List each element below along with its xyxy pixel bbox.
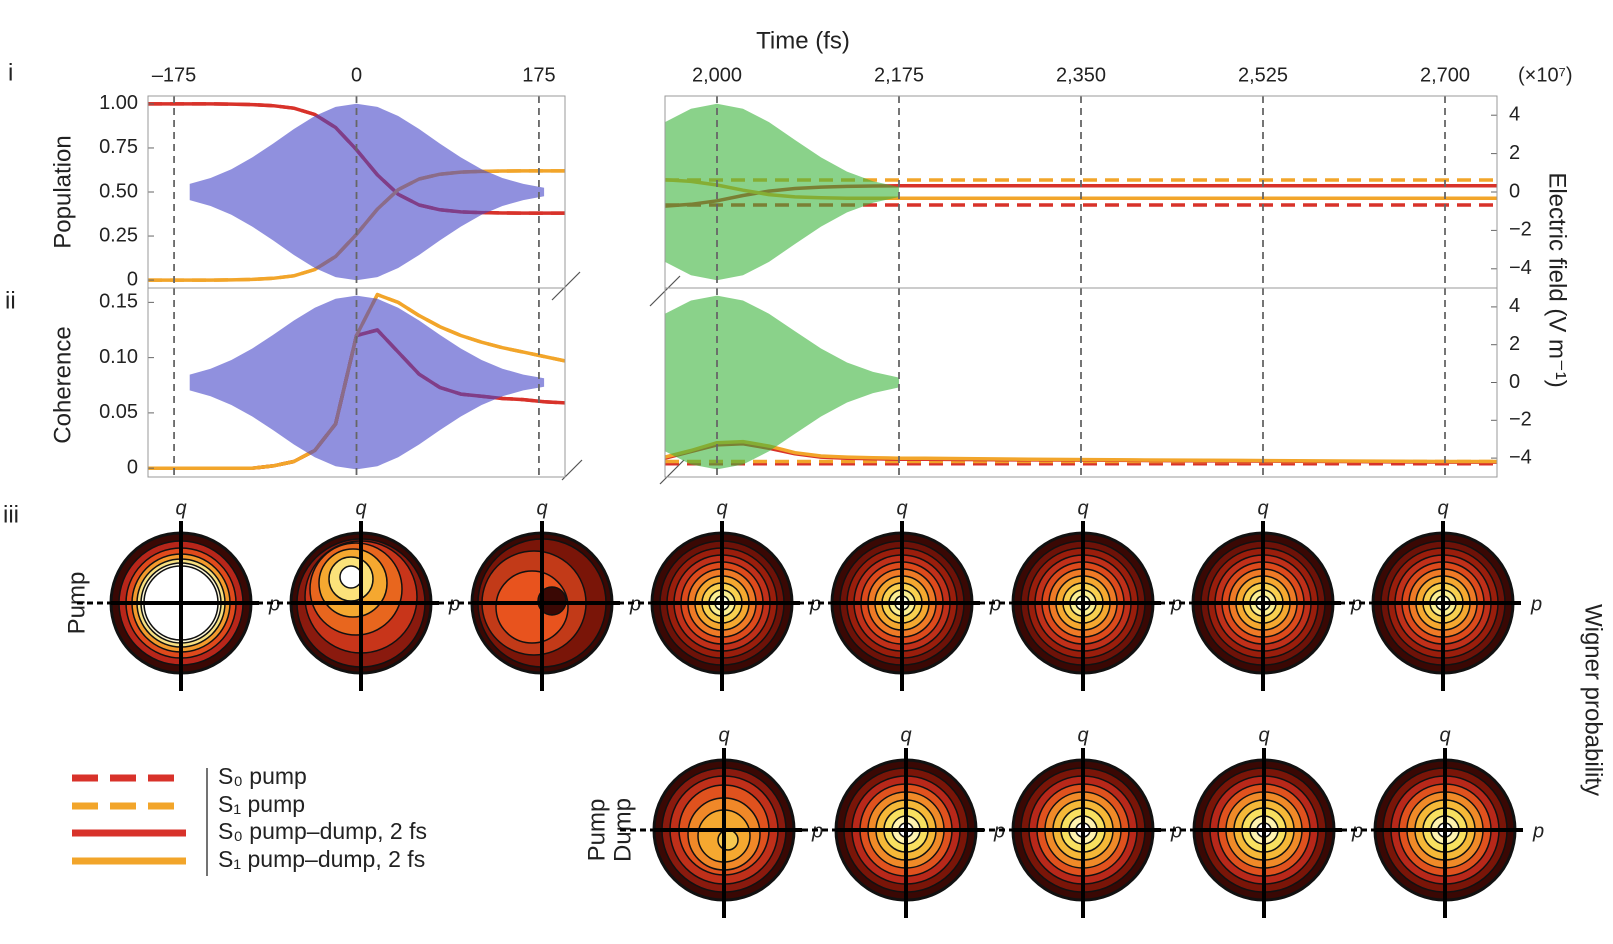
y2-tick-label: −2 — [1509, 409, 1532, 431]
y2-tick-label: 4 — [1509, 295, 1520, 317]
y-axis-title: Coherence — [49, 326, 76, 443]
legend-label: S₀ pump–dump, 2 fs — [218, 818, 427, 844]
legend-label: S₁ pump — [218, 791, 305, 817]
x-tick-label: 2,000 — [692, 64, 742, 86]
x-tick-label: 175 — [522, 64, 555, 86]
p-label: p — [1530, 593, 1542, 615]
q-label: q — [1077, 724, 1088, 746]
field-envelope — [665, 382, 899, 470]
wigner-contour — [339, 565, 363, 589]
x-tick-label: –175 — [152, 64, 197, 86]
x-axis-title: Time (fs) — [756, 27, 850, 54]
p-label: p — [1351, 820, 1363, 842]
y2-tick-label: 0 — [1509, 180, 1520, 202]
y-axis-title: Population — [49, 135, 76, 248]
x-tick-label: 2,525 — [1238, 64, 1288, 86]
y-tick-label: 0.15 — [99, 291, 138, 313]
p-label: p — [809, 593, 821, 615]
field-scale: (×10⁷) — [1518, 64, 1572, 86]
q-label: q — [1258, 724, 1269, 746]
y2-tick-label: 4 — [1509, 103, 1520, 125]
p-label: p — [1170, 820, 1182, 842]
q-label: q — [175, 497, 186, 519]
field-envelope — [189, 295, 545, 383]
p-label: p — [448, 593, 460, 615]
field-envelope — [665, 192, 899, 281]
p-label: p — [1532, 820, 1544, 842]
x-tick-label: 2,700 — [1420, 64, 1470, 86]
p-label: p — [989, 593, 1001, 615]
p-label: p — [1170, 593, 1182, 615]
q-label: q — [716, 497, 727, 519]
y2-tick-label: −2 — [1509, 219, 1532, 241]
q-label: q — [355, 497, 366, 519]
x-tick-label: 2,175 — [874, 64, 924, 86]
q-label: q — [900, 724, 911, 746]
x-tick-label: 0 — [351, 64, 362, 86]
q-label: q — [896, 497, 907, 519]
field-envelope — [665, 103, 899, 192]
p-label: p — [1350, 593, 1362, 615]
q-label: q — [1077, 497, 1088, 519]
y-tick-label: 1.00 — [99, 92, 138, 114]
panel-label: i — [8, 59, 13, 86]
field-envelope — [189, 103, 545, 192]
field-envelope — [189, 382, 545, 470]
field-envelope — [665, 295, 899, 383]
colorbar-label: Wigner probability — [1580, 604, 1607, 796]
panel-frame — [664, 287, 1498, 478]
legend-label: S₀ pump — [218, 763, 307, 789]
q-label: q — [1437, 497, 1448, 519]
plot-area — [665, 103, 1497, 281]
p-label: p — [268, 593, 280, 615]
panel-frame — [147, 287, 566, 478]
axis-breaks — [551, 271, 685, 485]
q-label: q — [718, 724, 729, 746]
field-envelope — [189, 192, 545, 281]
plot-area — [665, 295, 1497, 470]
panel-label: ii — [5, 287, 16, 314]
plot-area — [148, 292, 565, 470]
wigner-contour — [717, 829, 739, 851]
x-tick-label: 2,350 — [1056, 64, 1106, 86]
y-tick-label: 0.10 — [99, 346, 138, 368]
y-tick-label: 0.25 — [99, 224, 138, 246]
p-label: p — [629, 593, 641, 615]
q-label: q — [1257, 497, 1268, 519]
y-tick-label: 0.75 — [99, 136, 138, 158]
row-label: Pump — [63, 572, 90, 635]
y2-axis-title: Electric field (V m⁻¹) — [1544, 172, 1571, 387]
row-label: Pump — [583, 799, 610, 862]
y-tick-label: 0.05 — [99, 401, 138, 423]
y-tick-label: 0.50 — [99, 180, 138, 202]
break-mark — [659, 459, 685, 485]
y-tick-label: 0 — [127, 268, 138, 290]
legend-label: S₁ pump–dump, 2 fs — [218, 846, 425, 872]
y2-tick-label: 2 — [1509, 333, 1520, 355]
y2-tick-label: −4 — [1509, 257, 1532, 279]
break-mark — [551, 271, 581, 301]
q-label: q — [1439, 724, 1450, 746]
y2-tick-label: 0 — [1509, 371, 1520, 393]
panel-label: iii — [3, 501, 19, 528]
y-tick-label: 0 — [127, 456, 138, 478]
y2-tick-label: −4 — [1509, 446, 1532, 468]
q-label: q — [536, 497, 547, 519]
y2-tick-label: 2 — [1509, 142, 1520, 164]
